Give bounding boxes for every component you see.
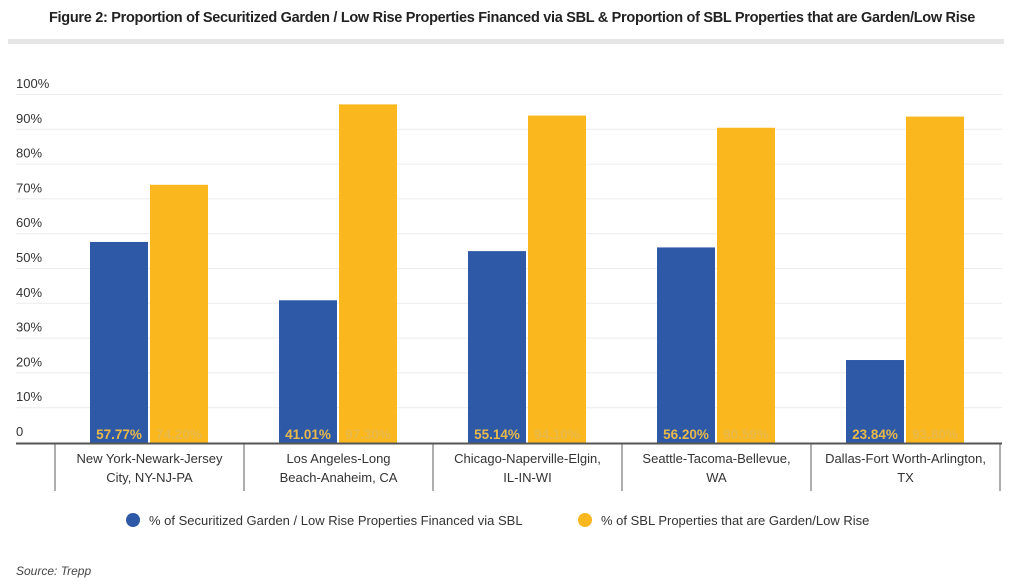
bar-securitized-share — [846, 360, 904, 443]
bar-securitized-share — [279, 300, 337, 443]
data-label: 41.01% — [285, 427, 331, 442]
bar-garden-share — [906, 116, 964, 444]
data-label: 97.30% — [345, 427, 391, 442]
data-label: 90.59% — [723, 427, 769, 442]
source-note: Source: Trepp — [16, 564, 92, 578]
legend-label: % of SBL Properties that are Garden/Low … — [601, 513, 869, 528]
y-tick-label: 50% — [16, 250, 42, 265]
data-label: 23.84% — [852, 427, 898, 442]
bar-securitized-share — [90, 241, 148, 443]
bar-garden-share — [717, 127, 775, 444]
x-tick-label: IL-IN-WI — [503, 470, 551, 485]
x-tick-label: Dallas-Fort Worth-Arlington, — [825, 451, 986, 466]
title-divider — [8, 39, 1004, 44]
legend-label: % of Securitized Garden / Low Rise Prope… — [149, 513, 523, 528]
y-tick-label: 90% — [16, 111, 42, 126]
y-tick-label: 30% — [16, 320, 42, 335]
x-tick-label: WA — [706, 470, 727, 485]
data-label: 57.77% — [96, 427, 142, 442]
x-tick-label: Beach-Anaheim, CA — [280, 470, 398, 485]
y-tick-label: 60% — [16, 215, 42, 230]
chart-title: Figure 2: Proportion of Securitized Gard… — [48, 10, 975, 26]
bar-garden-share — [339, 104, 397, 444]
bar-securitized-share — [468, 251, 526, 443]
y-tick-label: 40% — [16, 285, 42, 300]
x-tick-label: Seattle-Tacoma-Bellevue, — [642, 451, 790, 466]
bar-garden-share — [150, 184, 208, 443]
x-tick-label: Chicago-Naperville-Elgin, — [454, 451, 601, 466]
data-label: 93.80% — [912, 427, 958, 442]
x-tick-label: City, NY-NJ-PA — [106, 470, 193, 485]
data-label: 55.14% — [474, 427, 520, 442]
x-tick-label: New York-Newark-Jersey — [77, 451, 223, 466]
y-tick-label: 20% — [16, 354, 42, 369]
y-tick-label: 80% — [16, 146, 42, 161]
bar-garden-share — [528, 115, 586, 444]
legend-marker — [578, 513, 592, 527]
x-tick-label: Los Angeles-Long — [286, 451, 390, 466]
data-label: 74.20% — [156, 427, 202, 442]
legend-marker — [126, 513, 140, 527]
y-tick-label: 70% — [16, 180, 42, 195]
x-tick-label: TX — [897, 470, 914, 485]
data-label: 94.10% — [534, 427, 580, 442]
y-tick-label: 0 — [16, 424, 23, 439]
y-tick-label: 100% — [16, 76, 50, 91]
bar-securitized-share — [657, 247, 715, 443]
y-tick-label: 10% — [16, 389, 42, 404]
data-label: 56.20% — [663, 427, 709, 442]
